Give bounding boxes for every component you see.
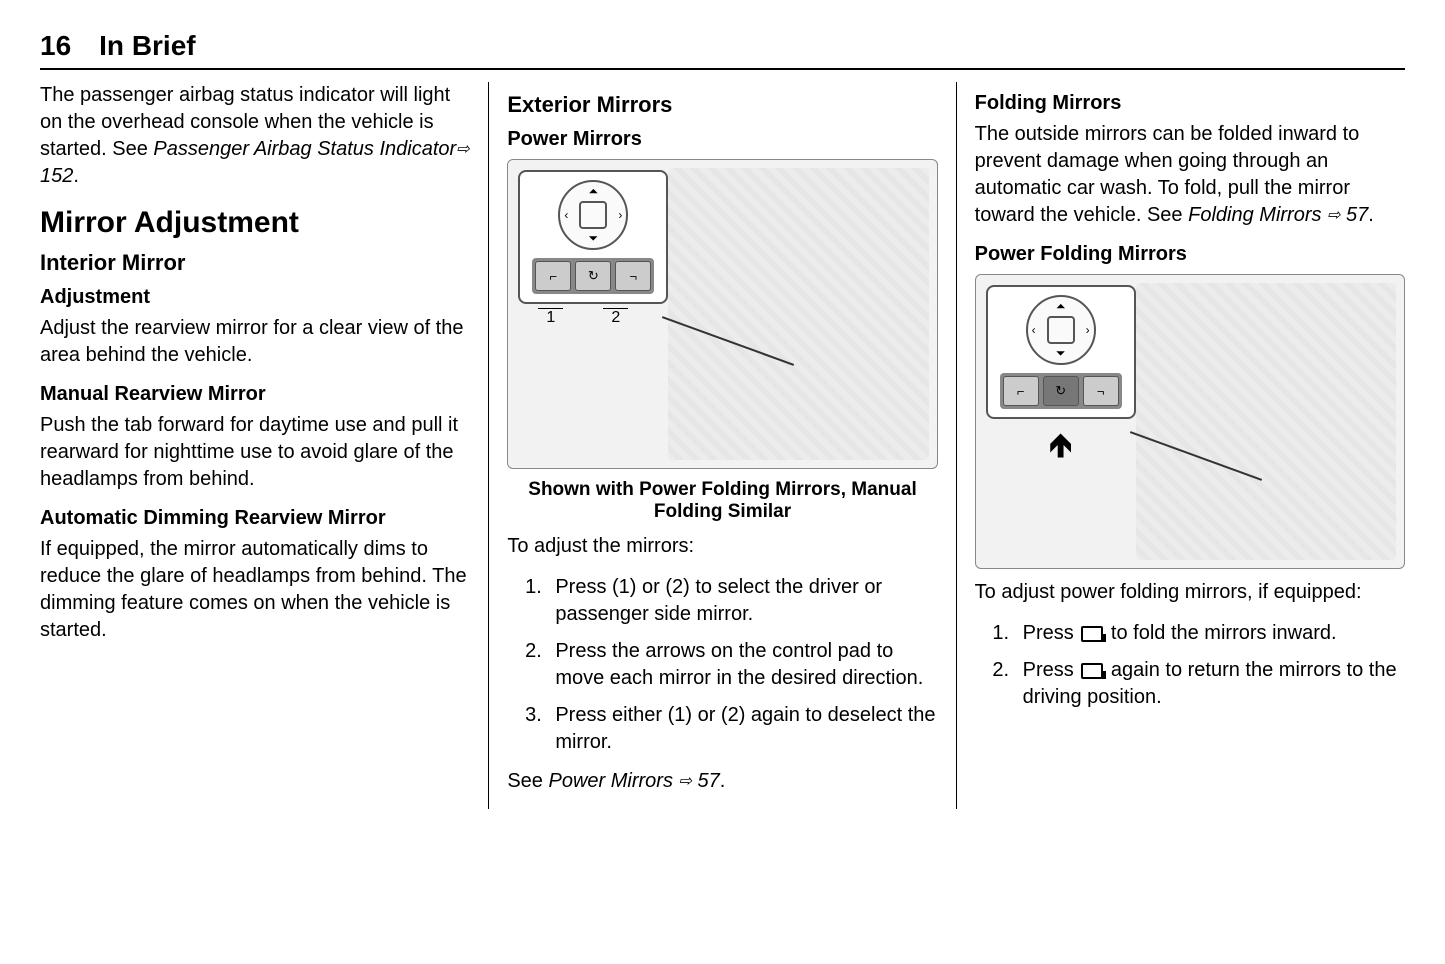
mirror-fold-icon bbox=[1081, 626, 1103, 642]
mirror-switch-row: ⌐ ↻ ¬ bbox=[532, 258, 654, 294]
see-reference-page[interactable]: 57 bbox=[697, 770, 719, 792]
interior-sketch-illustration bbox=[1136, 283, 1396, 560]
figure-label-row: 1 2 bbox=[518, 308, 648, 327]
heading-adjustment: Adjustment bbox=[40, 286, 470, 309]
period: . bbox=[720, 770, 726, 792]
figure-label-2: 2 bbox=[603, 308, 628, 327]
heading-power-mirrors: Power Mirrors bbox=[507, 128, 937, 151]
power-folding-steps-list: Press to fold the mirrors inward. Press … bbox=[975, 620, 1405, 711]
arrow-up-icon: ⏶ bbox=[589, 184, 599, 199]
mirror-control-panel: ⏶ ⏷ ‹ › ⌐ ↻ ¬ bbox=[986, 285, 1136, 419]
mirror-fold-button: ↻ bbox=[575, 261, 611, 291]
arrow-right-icon: › bbox=[1086, 323, 1090, 337]
adjust-steps-list: Press (1) or (2) to select the driver or… bbox=[507, 574, 937, 756]
manual-rearview-text: Push the tab forward for daytime use and… bbox=[40, 412, 470, 493]
airbag-status-text: The passenger airbag status indicator wi… bbox=[40, 82, 470, 190]
auto-dimming-text: If equipped, the mirror automatically di… bbox=[40, 536, 470, 644]
mirror-dpad-icon: ⏶ ⏷ ‹ › bbox=[1026, 295, 1096, 365]
heading-auto-dimming: Automatic Dimming Rearview Mirror bbox=[40, 507, 470, 530]
mirror-select-right-button: ¬ bbox=[1083, 376, 1119, 406]
adjust-step-2: Press the arrows on the control pad to m… bbox=[547, 638, 937, 692]
heading-interior-mirror: Interior Mirror bbox=[40, 250, 470, 276]
arrow-left-icon: ‹ bbox=[1032, 323, 1036, 337]
mirror-dpad-icon: ⏶ ⏷ ‹ › bbox=[558, 180, 628, 250]
heading-folding-mirrors: Folding Mirrors bbox=[975, 92, 1405, 115]
arrow-left-icon: ‹ bbox=[564, 208, 568, 222]
folding-mirrors-text: The outside mirrors can be folded inward… bbox=[975, 121, 1405, 229]
up-arrow-icon: 🡹 bbox=[986, 423, 1136, 477]
reference-arrow-icon: ⇨ bbox=[1327, 207, 1340, 224]
reference-arrow-icon: ⇨ bbox=[456, 141, 469, 158]
content-columns: The passenger airbag status indicator wi… bbox=[40, 82, 1405, 809]
column-2: Exterior Mirrors Power Mirrors ⏶ ⏷ ‹ › ⌐… bbox=[489, 82, 956, 809]
mirror-fold-button-highlighted: ↻ bbox=[1043, 376, 1079, 406]
period: . bbox=[73, 165, 79, 187]
mirror-switch-row: ⌐ ↻ ¬ bbox=[1000, 373, 1122, 409]
intro-reference[interactable]: Passenger Airbag Status Indicator bbox=[153, 138, 456, 160]
heading-manual-rearview: Manual Rearview Mirror bbox=[40, 383, 470, 406]
mirror-control-panel: ⏶ ⏷ ‹ › ⌐ ↻ ¬ bbox=[518, 170, 668, 304]
adjust-lead-text: To adjust the mirrors: bbox=[507, 533, 937, 560]
power-folding-lead: To adjust power folding mirrors, if equi… bbox=[975, 579, 1405, 606]
page-number: 16 bbox=[40, 30, 71, 62]
arrow-down-icon: ⏷ bbox=[589, 231, 599, 246]
arrow-right-icon: › bbox=[618, 208, 622, 222]
mirror-select-right-button: ¬ bbox=[615, 261, 651, 291]
heading-mirror-adjustment: Mirror Adjustment bbox=[40, 206, 470, 240]
mirror-select-left-button: ⌐ bbox=[1003, 376, 1039, 406]
power-folding-step-1: Press to fold the mirrors inward. bbox=[1015, 620, 1405, 647]
arrow-down-icon: ⏷ bbox=[1056, 346, 1066, 361]
reference-arrow-icon: ⇨ bbox=[679, 773, 692, 790]
interior-sketch-illustration bbox=[668, 168, 928, 460]
arrow-up-icon: ⏶ bbox=[1056, 299, 1066, 314]
see-power-mirrors: See Power Mirrors ⇨ 57. bbox=[507, 768, 937, 795]
column-1: The passenger airbag status indicator wi… bbox=[40, 82, 489, 809]
power-folding-step-2: Press again to return the mirrors to the… bbox=[1015, 657, 1405, 711]
folding-reference-page[interactable]: 57 bbox=[1346, 204, 1368, 226]
figure-label-1: 1 bbox=[538, 308, 563, 327]
heading-power-folding-mirrors: Power Folding Mirrors bbox=[975, 243, 1405, 266]
figure-caption-power-mirrors: Shown with Power Folding Mirrors, Manual… bbox=[507, 479, 937, 523]
heading-exterior-mirrors: Exterior Mirrors bbox=[507, 92, 937, 118]
adjust-step-3: Press either (1) or (2) again to deselec… bbox=[547, 702, 937, 756]
pf-step1-a: Press bbox=[1023, 622, 1080, 644]
period: . bbox=[1368, 204, 1374, 226]
mirror-fold-icon bbox=[1081, 663, 1103, 679]
page-header: 16 In Brief bbox=[40, 30, 1405, 70]
column-3: Folding Mirrors The outside mirrors can … bbox=[957, 82, 1405, 809]
mirror-select-left-button: ⌐ bbox=[535, 261, 571, 291]
see-reference[interactable]: Power Mirrors bbox=[548, 770, 672, 792]
adjustment-text: Adjust the rearview mirror for a clear v… bbox=[40, 315, 470, 369]
intro-reference-page[interactable]: 152 bbox=[40, 165, 73, 187]
figure-power-folding: ⏶ ⏷ ‹ › ⌐ ↻ ¬ 🡹 bbox=[975, 274, 1405, 569]
pf-step2-a: Press bbox=[1023, 659, 1080, 681]
pf-step1-b: to fold the mirrors inward. bbox=[1105, 622, 1336, 644]
folding-reference[interactable]: Folding Mirrors bbox=[1188, 204, 1321, 226]
figure-power-mirrors: ⏶ ⏷ ‹ › ⌐ ↻ ¬ 1 2 bbox=[507, 159, 937, 469]
adjust-step-1: Press (1) or (2) to select the driver or… bbox=[547, 574, 937, 628]
section-title: In Brief bbox=[99, 30, 195, 62]
see-text: See bbox=[507, 770, 548, 792]
